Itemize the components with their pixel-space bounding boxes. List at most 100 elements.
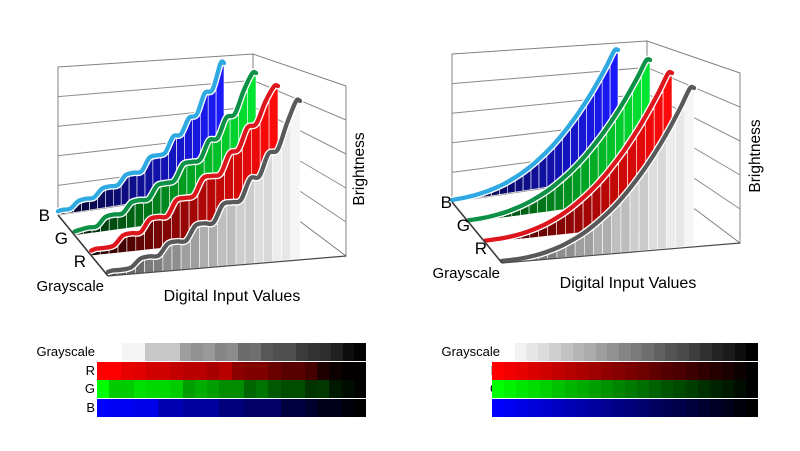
color-patch: [280, 380, 293, 398]
color-patch: [329, 398, 342, 417]
color-patch: [272, 343, 285, 361]
color-patch: [341, 398, 354, 417]
color-patch: [133, 398, 146, 417]
color-patch: [733, 361, 746, 380]
depth-label-b: B: [39, 206, 50, 225]
depth-label-g: G: [55, 229, 68, 248]
color-patch: [331, 343, 343, 361]
response-curve-grayscale: [105, 97, 303, 274]
color-patch: [697, 361, 710, 380]
color-patch: [733, 398, 746, 417]
color-patch: [317, 361, 330, 380]
color-patch: [637, 361, 650, 380]
color-patch: [642, 343, 654, 361]
color-patch: [182, 361, 195, 380]
color-patch: [492, 361, 505, 380]
color-patch: [145, 380, 159, 398]
bar: [620, 194, 631, 253]
color-patch: [121, 343, 134, 361]
color-patch: [121, 361, 134, 380]
color-patch: [612, 398, 626, 417]
color-patch: [292, 361, 305, 380]
color-patch: [552, 361, 565, 380]
bar: [226, 203, 237, 266]
response-curve-b: [55, 59, 227, 214]
color-patch: [576, 361, 589, 380]
color-patch: [268, 361, 281, 380]
color-patch: [540, 380, 553, 398]
color-patch: [319, 343, 332, 361]
color-patch: [600, 361, 613, 380]
bar: [199, 224, 209, 269]
color-patch: [504, 398, 517, 417]
color-patch: [207, 398, 220, 417]
colorbar-label-grayscale: Grayscale: [36, 344, 95, 359]
colorbars-uncalibrated: Grayscale R G B: [0, 343, 400, 421]
color-patch: [709, 380, 722, 398]
response-curve-r: [483, 69, 675, 243]
color-patch: [317, 398, 330, 417]
bar: [235, 201, 246, 266]
color-patch: [709, 361, 722, 380]
color-patch: [625, 398, 638, 417]
color-patch: [745, 398, 759, 417]
x-axis-label: Digital Input Values: [164, 288, 301, 305]
color-patch: [214, 343, 227, 361]
color-patch: [133, 343, 145, 361]
color-patch: [304, 380, 318, 398]
color-patch: [109, 398, 122, 417]
color-patch: [256, 398, 269, 417]
color-patch: [170, 398, 183, 417]
color-patch: [588, 398, 601, 417]
color-patch: [231, 380, 244, 398]
color-patch: [121, 398, 134, 417]
colorbar-patches-grayscale: [110, 343, 367, 361]
color-patch: [121, 380, 134, 398]
color-patch: [145, 398, 159, 417]
color-patch: [317, 380, 330, 398]
color-patch: [564, 380, 577, 398]
color-patch: [144, 343, 157, 361]
color-patch: [249, 343, 262, 361]
colorbar-patches-b: [97, 398, 367, 417]
bar: [648, 156, 658, 251]
color-patch: [618, 343, 631, 361]
response-curve-g: [466, 56, 653, 223]
depth-label-g: G: [457, 216, 470, 235]
bar: [105, 187, 114, 208]
series-ribbon-grayscale: [104, 96, 304, 277]
bar: [629, 183, 640, 253]
color-patch: [97, 361, 110, 380]
response-curve-r: [89, 82, 281, 253]
color-patch: [133, 380, 146, 398]
color-patch: [528, 398, 541, 417]
color-patch: [292, 380, 305, 398]
color-patch: [552, 380, 565, 398]
y-axis-label: Brightness: [747, 119, 764, 192]
color-patch: [676, 343, 689, 361]
color-patch: [734, 343, 747, 361]
color-patch: [182, 398, 195, 417]
bar: [675, 108, 686, 248]
color-patch: [697, 380, 710, 398]
color-patch: [745, 380, 759, 398]
color-patch: [280, 398, 293, 417]
color-patch: [329, 361, 342, 380]
color-patch: [688, 343, 701, 361]
color-patch: [665, 343, 677, 361]
depth-label-b: B: [441, 193, 452, 212]
color-patch: [191, 343, 204, 361]
color-patch: [268, 380, 281, 398]
color-patch: [721, 380, 734, 398]
color-patch: [697, 398, 710, 417]
color-patch: [528, 380, 541, 398]
response-curve-grayscale: [499, 84, 697, 264]
color-patch: [170, 361, 183, 380]
bar: [171, 242, 182, 271]
color-patch: [97, 398, 110, 417]
color-patch: [341, 361, 354, 380]
color-patch: [226, 343, 239, 361]
color-patch: [588, 380, 601, 398]
color-patch: [746, 343, 759, 361]
color-patch: [268, 398, 281, 417]
